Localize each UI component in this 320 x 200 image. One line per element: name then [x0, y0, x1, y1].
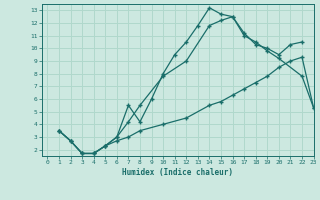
X-axis label: Humidex (Indice chaleur): Humidex (Indice chaleur): [122, 168, 233, 177]
